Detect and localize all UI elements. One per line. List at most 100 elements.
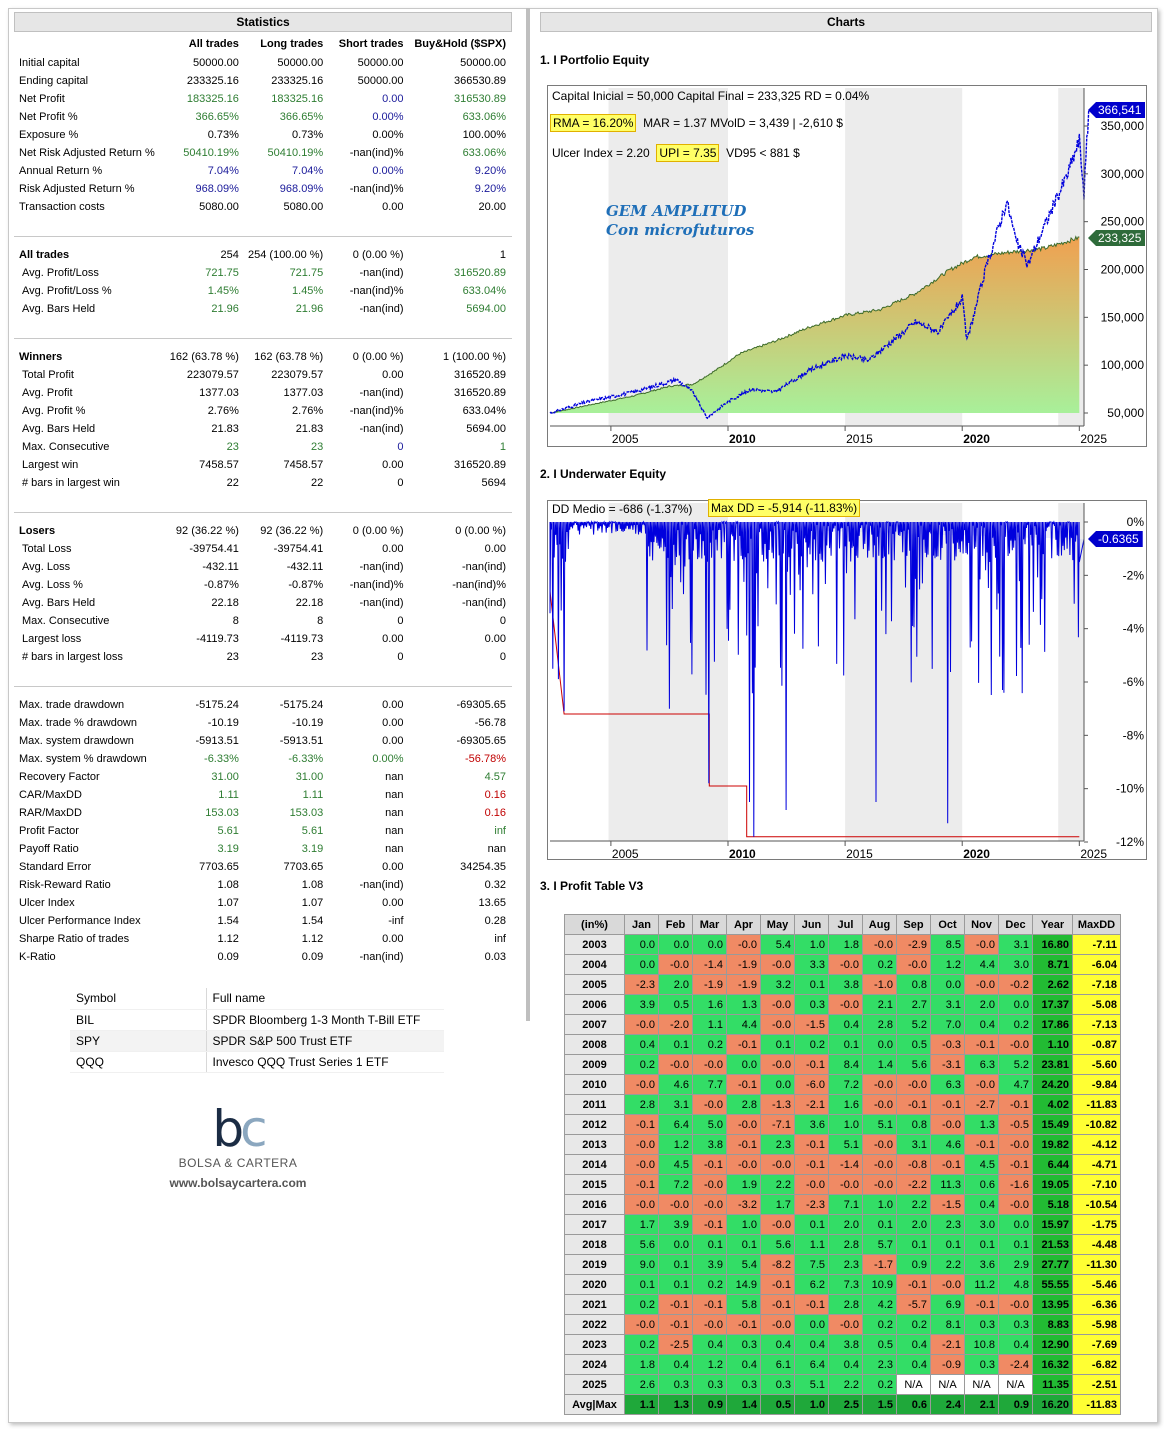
profit-cell: -0.87	[1072, 1034, 1121, 1055]
profit-cell: 2.8	[726, 1094, 761, 1115]
profit-cell: 6.3	[964, 1054, 999, 1075]
fullname-cell: SPDR Bloomberg 1-3 Month T-Bill ETF	[206, 1009, 444, 1031]
profit-cell: 5.8	[726, 1294, 761, 1315]
profit-cell: 0.3	[726, 1374, 761, 1395]
profit-avg-cell: 0.9	[998, 1394, 1033, 1415]
stats-value: 0	[499, 615, 506, 627]
profit-table-row: 2012 -0.1 6.4 5.0 -0.0 -7.1 3.6 1.0 5.1 0.8 -0.0 1.…	[564, 1114, 1121, 1135]
stats-row: # bars in largest loss 23 23 0 0	[14, 648, 512, 666]
profit-cell: 2.1	[862, 994, 897, 1015]
profit-cell: 0.2	[998, 1014, 1033, 1035]
profit-cell: 6.4	[658, 1114, 693, 1135]
profit-header-cell: (in%)	[564, 914, 625, 935]
profit-cell: -0.1	[760, 1274, 795, 1295]
stats-label: # bars in largest loss	[22, 651, 123, 663]
statistics-panel: Statistics All trades Long trades Short tr…	[14, 12, 512, 966]
stats-value: -nan(ind)%	[349, 285, 404, 297]
stats-value: 968.09%	[195, 183, 239, 195]
stats-value: 9.20%	[474, 183, 506, 195]
stats-row: Max. trade % drawdown -10.19 -10.19 0.00 -56…	[14, 714, 512, 732]
profit-cell: 0.4	[624, 1034, 659, 1055]
profit-cell: -0.0	[828, 1314, 863, 1335]
profit-cell: 2007	[564, 1014, 625, 1035]
profit-cell: -2.4	[998, 1354, 1033, 1375]
stats-label: Payoff Ratio	[19, 843, 79, 855]
profit-header-cell: Dec	[998, 914, 1033, 935]
profit-cell: -0.1	[726, 1034, 761, 1055]
stats-row: RAR/MaxDD 153.03 153.03 nan 0.16	[14, 804, 512, 822]
profit-cell: -0.2	[998, 974, 1033, 995]
stats-value: -nan(ind)	[359, 597, 404, 609]
x-tick-label: 2020	[963, 847, 990, 861]
profit-cell: -0.0	[828, 994, 863, 1015]
stats-row: Net Profit % 366.65% 366.65% 0.00% 633.06%	[14, 108, 512, 126]
equity-chart[interactable]: 350,000 300,000 250,000 200,000 150,000 100,0…	[547, 85, 1147, 447]
profit-cell: -0.1	[998, 1154, 1033, 1175]
dd-medio-label: DD Medio = -686 (-1.37%)	[552, 502, 693, 516]
profit-cell: 10.8	[964, 1334, 999, 1355]
stats-value: -nan(ind)	[359, 387, 404, 399]
profit-cell: -0.0	[896, 954, 931, 975]
profit-cell: -0.0	[862, 1074, 897, 1095]
stats-label: Max. system drawdown	[19, 735, 134, 747]
profit-cell: 0.1	[624, 1274, 659, 1295]
stats-row: Annual Return % 7.04% 7.04% 0.00% 9.20%	[14, 162, 512, 180]
profit-cell: 3.6	[964, 1254, 999, 1275]
profit-table-row: 2023 0.2 -2.5 0.4 0.3 0.4 0.4 3.8 0.5 0.4 -2.1 10.8…	[564, 1334, 1121, 1355]
profit-cell: -0.0	[828, 1174, 863, 1195]
profit-cell: -0.0	[862, 1154, 897, 1175]
stats-label: All trades	[19, 249, 70, 261]
profit-cell: 8.83	[1032, 1314, 1073, 1335]
profit-cell: 4.02	[1032, 1094, 1073, 1115]
logo-url[interactable]: www.bolsaycartera.com	[169, 1176, 307, 1190]
stats-value: -nan(ind)%	[349, 147, 404, 159]
stats-value: 633.06%	[462, 147, 506, 159]
profit-avg-cell: -11.83	[1072, 1394, 1121, 1415]
stats-value: nan	[385, 789, 404, 801]
profit-cell: 5.6	[896, 1054, 931, 1075]
profit-cell: -0.8	[896, 1154, 931, 1175]
profit-cell: -0.0	[930, 1114, 965, 1135]
profit-cell: -5.7	[896, 1294, 931, 1315]
equity-chart-svg: 350,000 300,000 250,000 200,000 150,000 100,0…	[549, 88, 1145, 446]
profit-cell: -2.9	[896, 934, 931, 955]
profit-table-row: 2011 2.8 3.1 -0.0 2.8 -1.3 -2.1 1.6 -0.0 -0.1 -0.1…	[564, 1094, 1121, 1115]
symbols-table: Symbol Full name BIL SPDR Bloomberg 1-3 Mo…	[70, 988, 444, 1073]
profit-cell: 0.1	[658, 1254, 693, 1275]
stats-column-header: Short trades	[338, 38, 404, 50]
profit-cell: 0.1	[760, 1034, 795, 1055]
y-tick-label: 0%	[1127, 515, 1145, 529]
equity-value-tag: 233,325	[1088, 230, 1146, 246]
underwater-chart[interactable]: 0% -2% -4% -6% -8% -10% -12% 2005 2010 2015 2020 20…	[547, 499, 1147, 861]
stats-value: 7.04%	[292, 165, 324, 177]
stats-value: 1.08	[301, 879, 324, 891]
y-tick-label: -12%	[1116, 835, 1144, 849]
profit-cell: 10.9	[862, 1274, 897, 1295]
stats-row: Avg. Loss % -0.87% -0.87% -nan(ind)% -nan(in…	[14, 576, 512, 594]
stats-value: 162 (63.78 %)	[254, 351, 324, 363]
panel-divider[interactable]	[526, 8, 530, 1021]
profit-cell: 2023	[564, 1334, 625, 1355]
profit-cell: 3.9	[624, 994, 659, 1015]
stats-label: Avg. Profit	[22, 387, 73, 399]
stats-value: 7703.65	[199, 861, 239, 873]
stats-row: Max. Consecutive 23 23 0 1	[14, 438, 512, 456]
profit-cell: 0.3	[998, 1314, 1033, 1335]
y-tick-label: 200,000	[1101, 263, 1145, 277]
stats-row: Avg. Profit/Loss % 1.45% 1.45% -nan(ind)% 63…	[14, 282, 512, 300]
x-tick-label: 2015	[846, 432, 873, 446]
profit-cell: 19.82	[1032, 1134, 1073, 1155]
profit-cell: -0.0	[964, 934, 999, 955]
stats-value: 1.12	[301, 933, 324, 945]
stats-label: Avg. Bars Held	[22, 423, 96, 435]
profit-cell: -0.1	[794, 1054, 829, 1075]
profit-cell: -0.5	[998, 1114, 1033, 1135]
stats-value: -56.78%	[465, 753, 506, 765]
profit-cell: -7.10	[1072, 1174, 1121, 1195]
profit-cell: 2.3	[862, 1354, 897, 1375]
stats-label: Initial capital	[19, 57, 80, 69]
stats-value: inf	[494, 825, 506, 837]
profit-avg-cell: 1.4	[726, 1394, 761, 1415]
stats-value: 183325.16	[271, 93, 324, 105]
profit-header-cell: Jul	[828, 914, 863, 935]
